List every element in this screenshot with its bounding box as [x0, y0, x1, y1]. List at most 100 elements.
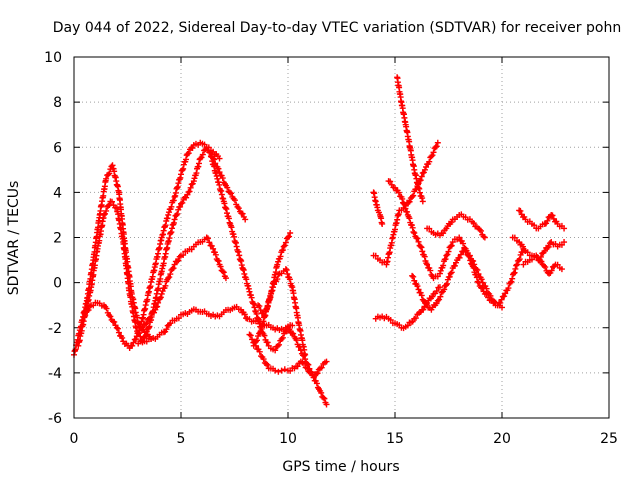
data-point [404, 322, 411, 329]
data-point [142, 321, 149, 328]
data-point [167, 271, 174, 278]
data-point [184, 151, 191, 158]
data-point [255, 302, 262, 309]
data-point [448, 242, 455, 249]
data-point [372, 252, 379, 259]
x-tick-label: 15 [386, 431, 404, 447]
data-point [387, 316, 394, 323]
data-point [471, 261, 478, 268]
data-point [451, 262, 458, 269]
data-point [162, 282, 169, 289]
data-point [511, 234, 518, 241]
data-point [256, 348, 263, 355]
data-point [406, 198, 413, 205]
data-point [546, 240, 553, 247]
data-point [517, 251, 524, 258]
data-point [415, 286, 422, 293]
data-point [461, 244, 468, 251]
data-point [114, 325, 121, 332]
data-point [234, 203, 241, 210]
data-point [183, 194, 190, 201]
y-tick-label: 6 [53, 140, 62, 156]
data-point [157, 294, 164, 301]
data-point [159, 288, 166, 295]
data-point [430, 149, 437, 156]
data-point [441, 286, 448, 293]
data-point [242, 216, 249, 223]
data-point [428, 153, 435, 160]
data-point [519, 243, 526, 250]
data-point [246, 288, 253, 295]
data-point [175, 315, 182, 322]
data-point [143, 320, 150, 327]
data-point [186, 188, 193, 195]
data-point [235, 205, 242, 212]
data-point [491, 298, 498, 305]
data-point [544, 244, 551, 251]
y-tick-labels: -6 -4 -2 0 2 4 6 8 10 [44, 50, 62, 427]
data-point [508, 278, 515, 285]
data-point [554, 261, 561, 268]
data-point [549, 212, 556, 219]
data-point [308, 369, 315, 376]
data-point [102, 210, 109, 217]
data-point [173, 212, 180, 219]
data-point [466, 252, 473, 259]
data-point [176, 253, 183, 260]
data-point [174, 258, 181, 265]
data-point [177, 203, 184, 210]
data-point [318, 389, 325, 396]
series-track-l [372, 284, 443, 332]
data-point [241, 311, 248, 318]
data-point [220, 269, 227, 276]
data-point [135, 327, 142, 334]
data-point [106, 170, 113, 177]
data-point [286, 326, 293, 333]
data-point [85, 307, 92, 314]
data-point [178, 171, 184, 178]
data-point [247, 332, 254, 339]
data-point [420, 306, 427, 313]
y-tick-label: 10 [44, 50, 62, 66]
y-tick-label: 4 [53, 185, 62, 201]
data-point [443, 252, 450, 259]
data-point [501, 293, 508, 300]
data-point [239, 210, 246, 217]
data-point [426, 158, 433, 165]
data-point [411, 229, 418, 236]
data-point [86, 303, 93, 310]
data-point [528, 256, 535, 263]
data-point [163, 326, 170, 333]
data-point [414, 283, 421, 290]
data-point [421, 253, 428, 260]
data-point [513, 262, 520, 269]
data-point [320, 394, 327, 401]
data-point [219, 175, 226, 182]
data-point [180, 165, 187, 172]
x-tick-label: 20 [493, 431, 511, 447]
data-point [470, 258, 477, 265]
data-point [168, 203, 175, 210]
data-point [460, 240, 467, 247]
data-point [107, 313, 114, 320]
data-point [499, 304, 505, 311]
data-point [419, 248, 426, 255]
data-point [219, 268, 226, 275]
data-point [272, 347, 279, 354]
data-point [166, 274, 173, 281]
data-point [442, 256, 449, 263]
y-tick-label: 0 [53, 276, 62, 292]
data-point [260, 356, 267, 363]
data-point [278, 367, 285, 374]
data-point [208, 242, 215, 249]
data-point [479, 279, 486, 286]
data-point [427, 267, 434, 274]
data-point [446, 273, 453, 280]
data-point [416, 185, 423, 192]
data-point [561, 239, 568, 246]
data-point [424, 261, 431, 268]
series-track-c [81, 139, 249, 352]
data-point [187, 184, 194, 191]
data-point [155, 299, 162, 306]
